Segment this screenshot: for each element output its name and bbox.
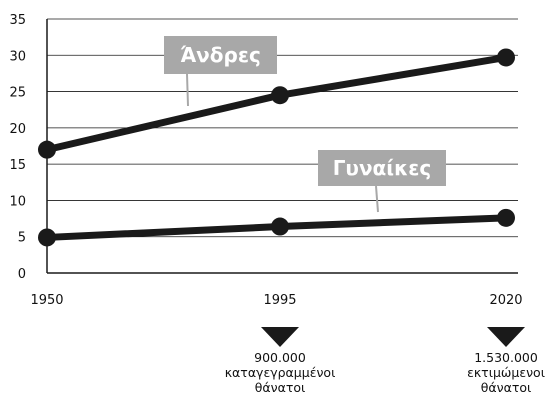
y-tick-labels: 0 5 10 15 20 25 30 35 bbox=[9, 13, 26, 282]
x-tick-label: 1995 bbox=[263, 293, 296, 308]
data-point bbox=[497, 48, 515, 67]
series-label: Γυναίκες bbox=[333, 156, 432, 180]
y-tick-label: 35 bbox=[9, 13, 26, 28]
y-tick-label: 5 bbox=[18, 231, 26, 246]
y-tick-label: 0 bbox=[18, 267, 26, 282]
data-point bbox=[38, 228, 56, 247]
series-label-pointer bbox=[186, 73, 189, 107]
data-points bbox=[38, 48, 515, 247]
x-tick-labels: 1950 1995 2020 bbox=[30, 293, 522, 308]
y-tick-label: 20 bbox=[9, 122, 26, 137]
series-lines bbox=[43, 53, 510, 241]
x-tick-label: 1950 bbox=[30, 293, 63, 308]
data-point bbox=[497, 208, 515, 227]
series-label-box bbox=[318, 150, 446, 186]
annotation-text: καταγεγραμμένοι bbox=[225, 365, 336, 380]
annotations: 900.000καταγεγραμμένοιθάνατοι1.530.000εκ… bbox=[225, 327, 545, 395]
y-tick-label: 15 bbox=[9, 158, 26, 173]
annotation-text: θάνατοι bbox=[481, 380, 532, 395]
series-label: Άνδρες bbox=[180, 43, 261, 67]
data-point bbox=[271, 217, 289, 236]
annotation-text: 900.000 bbox=[254, 350, 306, 365]
y-tick-label: 30 bbox=[9, 49, 26, 64]
y-tick-label: 25 bbox=[9, 86, 26, 101]
annotation-marker-icon bbox=[487, 327, 525, 347]
y-tick-label: 10 bbox=[9, 194, 26, 209]
data-point bbox=[38, 140, 56, 159]
x-tick-label: 2020 bbox=[489, 293, 522, 308]
annotation-text: θάνατοι bbox=[255, 380, 306, 395]
series-label-pointer bbox=[375, 185, 379, 213]
annotation-marker-icon bbox=[261, 327, 299, 347]
annotation-text: 1.530.000 bbox=[474, 350, 538, 365]
data-point bbox=[271, 86, 289, 105]
series-label-box bbox=[164, 36, 277, 74]
annotation-text: εκτιμώμενοι bbox=[467, 365, 545, 380]
series-labels: Άνδρες Γυναίκες bbox=[164, 36, 446, 213]
